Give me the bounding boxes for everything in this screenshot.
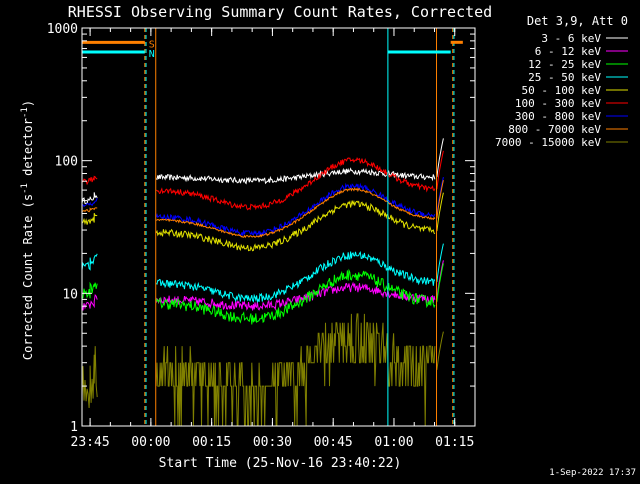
legend-entry-label: 25 - 50 keV [528,71,601,84]
y-axis-label-sup1: -1 [20,183,30,194]
y-axis-label-sup2: -1 [20,107,30,118]
y-axis-label: Corrected Count Rate (s-1 detector-1) [20,100,35,360]
series-trace-pre [81,346,98,409]
flag-label-S: S [149,39,155,50]
series-trace-pre [81,253,98,271]
series-6 [81,176,444,238]
x-tick-label: 00:00 [131,435,170,450]
series-trace [155,281,436,311]
series-trace-post [436,150,444,190]
series-trace-pre [81,192,98,205]
legend-entry-label: 3 - 6 keV [541,32,601,45]
series-trace [155,157,436,211]
series-trace-pre [81,197,98,208]
series-8 [81,313,444,427]
series-0 [81,138,444,205]
series-trace-post [436,331,444,370]
legend-header: Det 3,9, Att 0 [527,14,628,28]
series-trace-pre [81,207,98,213]
y-tick-label: 1000 [47,22,78,37]
series-2 [81,263,444,325]
plot-frame [81,27,476,427]
legend-entry-label: 7000 - 15000 keV [495,136,601,149]
y-axis-label-main: Corrected Count Rate (s [21,194,35,360]
x-tick-label: 01:15 [435,435,474,450]
x-tick-label: 23:45 [71,435,110,450]
legend-entry-label: 6 - 12 keV [535,45,602,58]
series-trace-pre [81,281,98,300]
flag-label-N: N [149,49,155,60]
series-trace-post [436,192,444,232]
series-trace [155,182,436,238]
timestamp: 1-Sep-2022 17:37 [549,468,636,478]
series-trace-pre [81,212,98,226]
legend-entry-label: 100 - 300 keV [515,97,601,110]
y-tick-label: 100 [55,155,78,170]
series-trace-post [436,138,444,178]
axis-layer: 23:45 00:00 00:15 00:30 00:45 01:00 01:15 1 10 10… [47,22,476,450]
series-trace-post [436,180,444,219]
series-trace-post [436,263,444,302]
legend-entry-label: 800 - 7000 keV [508,123,601,136]
y-tick-label: 1 [70,420,78,435]
series-7 [81,180,444,239]
x-tick-label: 00:45 [314,435,353,450]
series-trace-pre [81,293,98,311]
series-trace [155,313,436,427]
legend-entry-label: 50 - 100 keV [522,84,602,97]
series-trace [155,187,436,239]
y-tick-label: 10 [62,287,78,302]
x-axis-label: Start Time (25-Nov-16 23:40:22) [159,456,402,471]
y-axis-label-end: ) [21,100,35,107]
x-tick-label: 00:30 [253,435,292,450]
legend-entry-label: 12 - 25 keV [528,58,601,71]
series-trace [155,250,436,304]
y-axis-label-mid: detector [21,118,35,183]
x-tick-label: 01:00 [374,435,413,450]
chart-title: RHESSI Observing Summary Count Rates, Co… [68,3,492,21]
series-trace-pre [81,175,98,186]
x-tick-label: 00:15 [192,435,231,450]
legend-entry-label: 300 - 800 keV [515,110,601,123]
series-trace [155,268,436,325]
series-trace [155,167,436,185]
series-4 [81,192,444,252]
marker-layer: SN [82,28,463,426]
series-trace [155,200,436,252]
data-layer [81,138,444,427]
series-trace-post [436,243,444,283]
series-3 [81,243,444,304]
series-5 [81,150,444,211]
